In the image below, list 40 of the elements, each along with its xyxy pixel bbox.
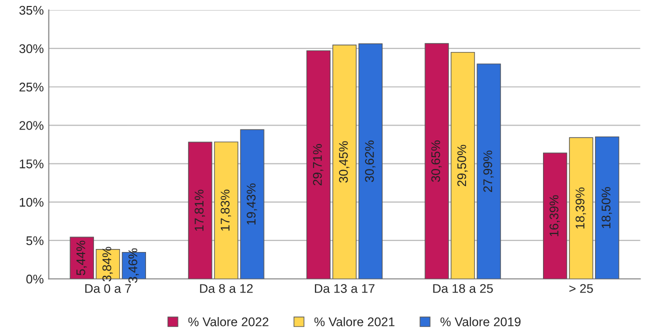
data-label: 17,83% (220, 190, 232, 231)
bar (306, 50, 331, 279)
y-tick-label: 10% (20, 198, 44, 207)
bar (358, 43, 383, 279)
data-label: 16,39% (550, 195, 560, 236)
data-label: 30,45% (339, 141, 350, 183)
y-tick-label: 25% (20, 82, 44, 92)
bar (70, 236, 94, 279)
bar (569, 137, 594, 279)
data-label: 18,50% (602, 187, 612, 228)
data-label: 3,84% (102, 246, 113, 282)
y-tick-label: 30% (19, 44, 44, 54)
y-tick-label: 35% (19, 6, 44, 15)
bar (332, 44, 357, 279)
bar (595, 136, 620, 279)
legend-label: % Valore 2022 (188, 317, 268, 326)
y-tick-label: 5% (26, 236, 44, 246)
data-label: 27,99% (483, 150, 494, 192)
bar (188, 142, 212, 279)
data-label: 18,39% (576, 188, 586, 229)
x-tick-label: Da 8 a 12 (200, 284, 253, 293)
y-tick-label: 15% (20, 160, 44, 168)
bar (476, 64, 501, 279)
data-label: 30,62% (365, 140, 376, 182)
y-tick-label: 0% (26, 274, 44, 284)
data-label: 29,50% (457, 144, 468, 186)
x-tick-label: > 25 (569, 284, 593, 293)
legend-label: % Valore 2021 (314, 317, 394, 326)
data-label: 29,71% (312, 144, 324, 186)
data-label: 17,81% (194, 190, 206, 231)
x-tick-label: Da 18 a 25 (433, 284, 493, 293)
data-label: 5,44% (76, 240, 87, 276)
x-tick-label: Da 13 a 17 (314, 284, 374, 293)
data-label: 30,65% (431, 140, 442, 182)
y-tick-label: 20% (20, 121, 44, 130)
bar (543, 152, 568, 279)
legend-label: % Valore 2019 (440, 317, 521, 326)
data-label: 19,43% (246, 184, 258, 225)
x-tick-label: Da 0 a 7 (85, 284, 131, 293)
data-label: 3,46% (128, 248, 139, 283)
